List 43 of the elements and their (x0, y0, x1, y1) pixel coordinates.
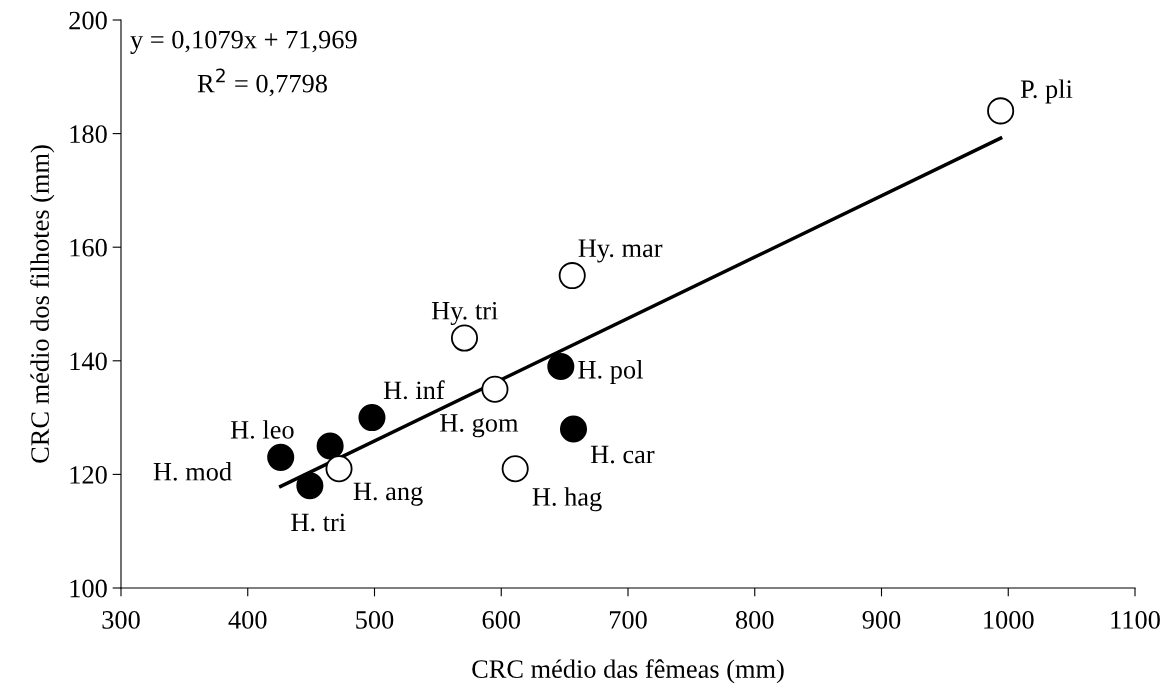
annotation: H. leo (230, 420, 294, 439)
point (481, 375, 509, 403)
x-tick-label: 1000 (984, 610, 1034, 629)
annotation: H. ang (353, 482, 423, 506)
y-tick-label: 180 (70, 125, 107, 144)
x-tick-label: 1100 (1111, 610, 1160, 629)
y-tick-label: 200 (69, 11, 107, 30)
y-tick-label: 140 (70, 352, 107, 371)
point (501, 455, 529, 483)
annotation: H. tri (291, 513, 346, 532)
y-tick-label: 160 (70, 238, 107, 257)
point (316, 432, 344, 460)
point (559, 415, 588, 443)
x-tick-label: 400 (228, 610, 267, 629)
annotation: y = 0,1079x + 71,969 (130, 30, 357, 54)
annotation: H. mod (153, 462, 232, 481)
x-tick-label: 900 (862, 610, 901, 629)
point (325, 455, 353, 483)
annotation: Hy. tri (431, 301, 498, 326)
y-tick-label: 120 (70, 466, 107, 484)
x-tick-label: 500 (356, 610, 394, 629)
annotation: H. gom (440, 414, 519, 438)
y-tick-label: 100 (70, 579, 107, 598)
annotation: Hy. mar (578, 239, 663, 263)
point (558, 262, 586, 290)
x-tick-label: 600 (482, 610, 521, 629)
point (267, 443, 295, 471)
x-tick-label: 700 (609, 610, 647, 629)
point (547, 352, 575, 381)
point (450, 324, 479, 352)
annotation: H. inf (383, 380, 445, 400)
point (296, 472, 324, 500)
annotation: R$^{2}$ = 0,7798 (197, 68, 327, 97)
annotation: H. hag (532, 487, 602, 512)
point (358, 404, 386, 432)
x-tick-label: 800 (735, 610, 774, 629)
x-tick-label: 300 (102, 610, 140, 629)
x-axis-title: CRC médio das fêmeas (mm) (472, 659, 784, 684)
point (987, 97, 1015, 125)
y-axis-title: CRC médio dos filhotes (mm) (30, 145, 55, 463)
annotation: H. pol (578, 360, 643, 384)
annotation: H. car (590, 445, 655, 464)
annotation: P. pli (1020, 79, 1073, 104)
